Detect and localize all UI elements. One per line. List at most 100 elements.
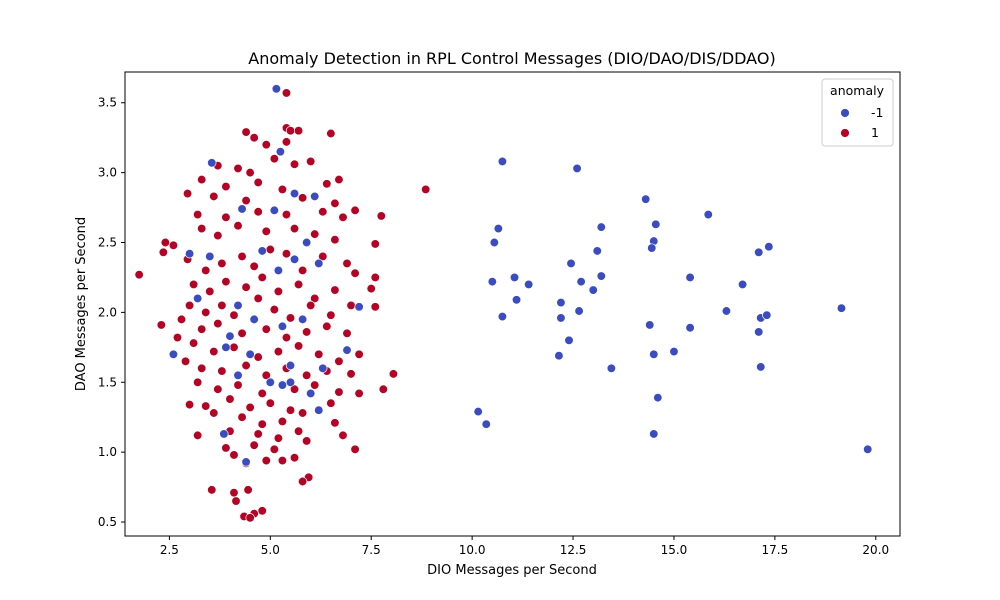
normal-point bbox=[245, 402, 255, 413]
normal-point bbox=[249, 261, 259, 271]
anomaly-point bbox=[310, 191, 320, 202]
anomaly-point bbox=[354, 302, 364, 312]
normal-point bbox=[370, 272, 380, 283]
normal-point bbox=[293, 279, 304, 290]
normal-point bbox=[334, 356, 344, 366]
anomaly-point bbox=[273, 265, 284, 276]
x-axis: 2.5 5.0 7.5 10.0 12.5 15.0 17.5 20.0 bbox=[160, 536, 889, 557]
x-tick-label: 7.5 bbox=[362, 543, 381, 557]
normal-point bbox=[237, 412, 247, 422]
x-tick-label: 15.0 bbox=[661, 543, 688, 557]
anomaly-point bbox=[511, 295, 522, 305]
anomaly-point bbox=[314, 258, 324, 269]
normal-point bbox=[277, 416, 288, 427]
x-tick-label: 12.5 bbox=[560, 543, 587, 557]
normal-point bbox=[330, 285, 340, 295]
anomaly-point bbox=[649, 349, 659, 359]
legend-marker-normal bbox=[840, 128, 850, 138]
normal-point bbox=[326, 310, 336, 320]
normal-point bbox=[289, 159, 300, 169]
normal-point bbox=[293, 341, 304, 351]
anomaly-point bbox=[754, 327, 764, 337]
anomaly-point bbox=[207, 158, 217, 168]
anomaly-point bbox=[836, 303, 847, 313]
normal-point bbox=[318, 251, 328, 262]
normal-point bbox=[269, 444, 280, 455]
normal-point bbox=[289, 384, 300, 394]
normal-point bbox=[297, 408, 308, 418]
normal-point bbox=[269, 153, 280, 164]
anomaly-point bbox=[245, 349, 255, 359]
anomaly-point bbox=[685, 272, 695, 283]
normal-point bbox=[338, 430, 348, 441]
anomaly-point bbox=[721, 306, 732, 316]
normal-point bbox=[213, 318, 223, 329]
anomaly-point bbox=[225, 331, 235, 341]
normal-point bbox=[265, 244, 275, 255]
y-tick-label: 2.5 bbox=[98, 236, 117, 250]
anomaly-point bbox=[685, 323, 695, 333]
anomaly-point bbox=[756, 362, 766, 372]
normal-point bbox=[193, 377, 203, 387]
normal-point bbox=[370, 239, 380, 249]
normal-point bbox=[184, 300, 195, 311]
normal-point bbox=[350, 444, 360, 455]
normal-point bbox=[293, 426, 304, 436]
normal-point bbox=[225, 394, 235, 404]
normal-point bbox=[245, 167, 255, 178]
anomaly-point bbox=[762, 310, 772, 320]
normal-point bbox=[330, 418, 340, 428]
anomaly-point bbox=[306, 388, 316, 399]
normal-point bbox=[180, 356, 191, 366]
anomaly-point bbox=[574, 306, 584, 316]
normal-point bbox=[281, 332, 292, 343]
points-layer bbox=[134, 84, 873, 523]
normal-point bbox=[293, 126, 304, 136]
anomaly-point bbox=[249, 314, 259, 325]
normal-point bbox=[257, 388, 267, 399]
normal-point bbox=[207, 485, 217, 495]
normal-point bbox=[241, 282, 251, 292]
normal-point bbox=[281, 209, 292, 220]
normal-point bbox=[229, 310, 239, 320]
normal-point bbox=[297, 193, 308, 203]
anomaly-point bbox=[271, 84, 282, 94]
normal-point bbox=[301, 327, 312, 337]
normal-point bbox=[310, 380, 320, 390]
normal-point bbox=[201, 265, 211, 276]
anomaly-point bbox=[205, 251, 215, 262]
normal-point bbox=[249, 440, 259, 450]
normal-point bbox=[213, 230, 223, 241]
normal-point bbox=[233, 380, 243, 390]
normal-point bbox=[273, 433, 284, 443]
normal-point bbox=[326, 128, 336, 139]
normal-point bbox=[314, 349, 324, 359]
normal-point bbox=[188, 279, 199, 290]
normal-point bbox=[421, 184, 431, 195]
normal-point bbox=[366, 283, 376, 294]
normal-point bbox=[176, 314, 187, 325]
y-axis: 0.5 1.0 1.5 2.0 2.5 3.0 3.5 bbox=[98, 96, 125, 529]
normal-point bbox=[257, 272, 267, 283]
anomaly-point bbox=[556, 313, 566, 323]
normal-point bbox=[265, 398, 275, 408]
anomaly-point bbox=[596, 222, 606, 232]
normal-point bbox=[346, 300, 356, 311]
normal-point bbox=[213, 384, 223, 394]
normal-point bbox=[197, 174, 207, 185]
anomaly-point bbox=[237, 204, 247, 214]
normal-point bbox=[221, 181, 231, 192]
normal-point bbox=[217, 366, 227, 376]
anomaly-point bbox=[277, 380, 288, 390]
normal-point bbox=[277, 455, 288, 466]
x-tick-label: 17.5 bbox=[762, 543, 789, 557]
normal-point bbox=[233, 163, 243, 174]
anomaly-point bbox=[606, 363, 617, 373]
normal-point bbox=[285, 313, 296, 323]
normal-point bbox=[289, 223, 300, 234]
anomaly-point bbox=[863, 444, 873, 455]
anomaly-point bbox=[289, 188, 300, 199]
normal-point bbox=[229, 342, 239, 352]
normal-point bbox=[261, 324, 271, 334]
normal-point bbox=[388, 369, 399, 379]
